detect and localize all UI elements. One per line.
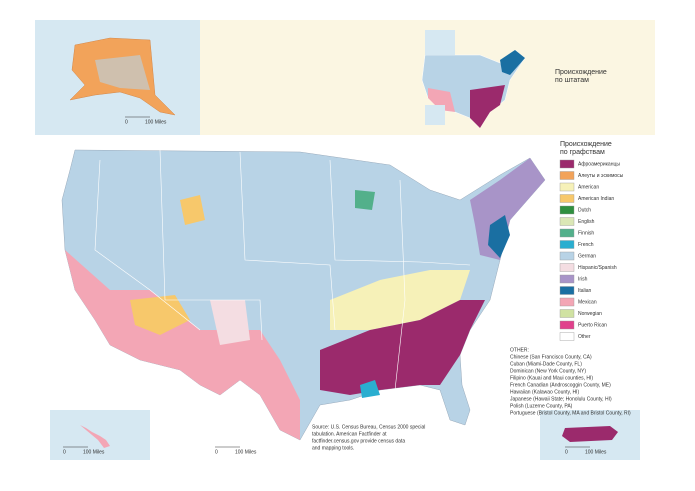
scale-label: 100 Miles	[235, 449, 257, 455]
puerto-rico	[562, 426, 618, 442]
source-line: tabulation. American Factfinder at	[312, 431, 387, 437]
other-item: Dominican (New York County, NY)	[510, 368, 586, 374]
hispanic-region	[210, 300, 250, 345]
state-border	[94, 159, 201, 331]
scale-bars: 0 100 Miles 0 100 Miles 0 100 Miles 0 100 Miles	[63, 116, 607, 455]
legend-label: German	[578, 253, 596, 259]
legend-swatch	[559, 332, 575, 341]
inset-box	[425, 30, 455, 55]
state-border	[329, 159, 471, 266]
legend-swatch	[559, 263, 575, 272]
southeast-region	[320, 300, 485, 395]
southwest-indian	[130, 295, 190, 335]
other-item: Cuban (Miami-Dade County, FL)	[510, 361, 582, 367]
legend-swatch	[559, 171, 575, 180]
dakota-indian	[180, 195, 205, 225]
hawaii-inset	[50, 410, 150, 460]
scale-label: 100 Miles	[83, 449, 105, 455]
state-border	[239, 151, 336, 331]
other-item: Chinese (San Francisco County, CA)	[510, 354, 592, 360]
legend-swatch	[559, 228, 575, 238]
other-item: Japanese (Hawaii State; Honolulu County,…	[510, 396, 612, 402]
legend-label: American	[578, 184, 599, 190]
legend-swatch	[559, 274, 575, 284]
legend-swatch	[559, 286, 575, 295]
legend-swatch	[559, 159, 575, 169]
other-item: Portuguese (Bristol County, MA and Brist…	[510, 410, 631, 416]
finnish-region	[355, 190, 375, 210]
legend-swatch	[559, 297, 575, 307]
legend-label: Hispanic/Spanish	[578, 265, 617, 271]
inset-southeast	[470, 85, 505, 128]
legend-label: French	[578, 242, 594, 248]
legend-label: Norwegian	[578, 311, 602, 317]
hawaii	[80, 425, 110, 448]
legend: Афроамериканцы Алеуты и эскимосы American A…	[559, 159, 624, 341]
source-line: Source: U.S. Census Bureau, Census 2000 …	[312, 424, 425, 430]
other-item: Polish (Luzerne County, PA)	[510, 403, 573, 409]
appalachia-region	[330, 270, 470, 330]
legend-label: Афроамериканцы	[578, 161, 620, 167]
state-border	[159, 149, 263, 341]
state-border	[394, 179, 406, 391]
french-region	[360, 380, 380, 398]
alaska-region	[95, 55, 150, 90]
legend-swatch	[559, 205, 575, 215]
scale-zero: 0	[63, 449, 66, 455]
scale-zero: 0	[125, 119, 128, 125]
legend-swatch	[559, 194, 575, 203]
legend-label: Puerto Rican	[578, 322, 607, 328]
legend-label: Finnish	[578, 230, 594, 236]
legend-label: American Indian	[578, 196, 614, 202]
legend-label: Dutch	[578, 207, 591, 213]
other-item: French Canadian (Androscoggin County, ME…	[510, 382, 611, 388]
legend-label: English	[578, 219, 595, 225]
northeast-italian	[488, 215, 510, 258]
legend-title: по графствам	[560, 149, 605, 156]
source-line: factfinder.census.gov provide census dat…	[312, 438, 405, 444]
source-note: Source: U.S. Census Bureau, Census 2000 …	[312, 424, 425, 451]
inset-southwest	[428, 88, 455, 112]
inset-northeast	[500, 50, 525, 75]
legend-swatch	[559, 240, 575, 249]
inset-title: по штатам	[555, 77, 589, 84]
northeast-region	[470, 158, 545, 260]
legend-swatch	[559, 320, 575, 330]
legend-swatch	[559, 217, 575, 226]
inset-box	[425, 105, 445, 125]
legend-swatch	[559, 251, 575, 261]
legend-label: Алеуты и эскимосы	[578, 173, 624, 179]
main-map	[61, 149, 546, 441]
inset-title: Происхождение	[555, 69, 607, 76]
legend-label: Mexican	[578, 299, 597, 305]
legend-title: Происхождение	[560, 141, 612, 148]
southwest-region	[65, 250, 300, 440]
legend-label: Other	[578, 334, 591, 340]
scale-zero: 0	[215, 449, 218, 455]
legend-label: Irish	[578, 276, 588, 282]
scale-label: 100 Miles	[145, 119, 167, 125]
state-inset	[421, 30, 526, 129]
other-title: OTHER:	[510, 347, 529, 353]
scale-label: 100 Miles	[585, 449, 607, 455]
legend-swatch	[559, 309, 575, 318]
legend-swatch	[559, 182, 575, 192]
other-item: Hawaiian (Kalawao County, HI)	[510, 389, 579, 395]
source-line: and mapping tools.	[312, 445, 354, 451]
scale-zero: 0	[565, 449, 568, 455]
other-item: Filipino (Kauai and Maui counties, HI)	[510, 375, 593, 381]
other-list: OTHER:Chinese (San Francisco County, CA)…	[510, 347, 631, 416]
legend-label: Italian	[578, 288, 592, 294]
